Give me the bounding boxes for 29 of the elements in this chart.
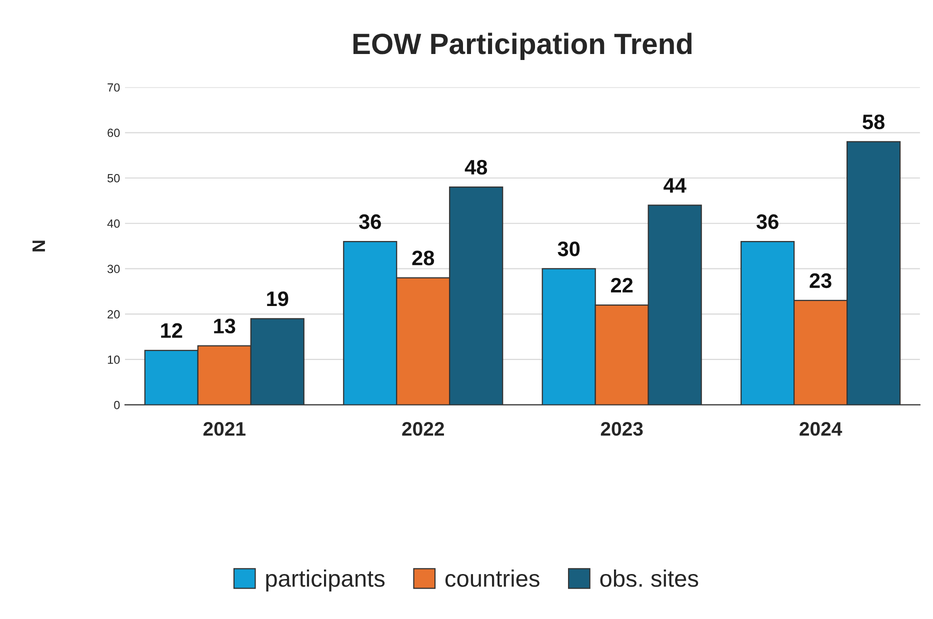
x-tick-label: 2021 (203, 422, 246, 436)
y-tick-label: 10 (108, 355, 120, 364)
data-label: 36 (359, 214, 381, 230)
data-label: 22 (610, 278, 633, 292)
y-tick-label: 20 (108, 310, 120, 318)
y-tick-label: 50 (108, 174, 120, 182)
data-label: 28 (412, 250, 434, 266)
legend-label: countries (445, 570, 540, 587)
data-label: 12 (161, 323, 182, 338)
y-tick-label: 30 (107, 264, 120, 274)
y-tick-label: 0 (114, 400, 120, 410)
data-label: 13 (214, 318, 236, 334)
legend-label: participants (266, 570, 385, 592)
data-label: 30 (558, 242, 580, 256)
data-label: 48 (464, 160, 488, 175)
data-label: 58 (862, 114, 885, 130)
y-tick-label: 60 (108, 128, 120, 138)
y-tick-label: 70 (108, 83, 120, 92)
x-tick-label: 2023 (600, 422, 643, 436)
legend-label: obs. sites (600, 570, 698, 587)
data-label: 19 (267, 291, 288, 306)
y-tick-label: 40 (107, 219, 120, 228)
x-tick-label: 2024 (800, 422, 842, 436)
data-label: 44 (664, 178, 686, 193)
y-axis-title: N (32, 240, 45, 252)
data-label: 36 (756, 214, 778, 230)
x-tick-label: 2022 (402, 422, 444, 436)
chart-title: EOW Participation Trend (353, 32, 692, 60)
data-label: 23 (810, 273, 832, 288)
